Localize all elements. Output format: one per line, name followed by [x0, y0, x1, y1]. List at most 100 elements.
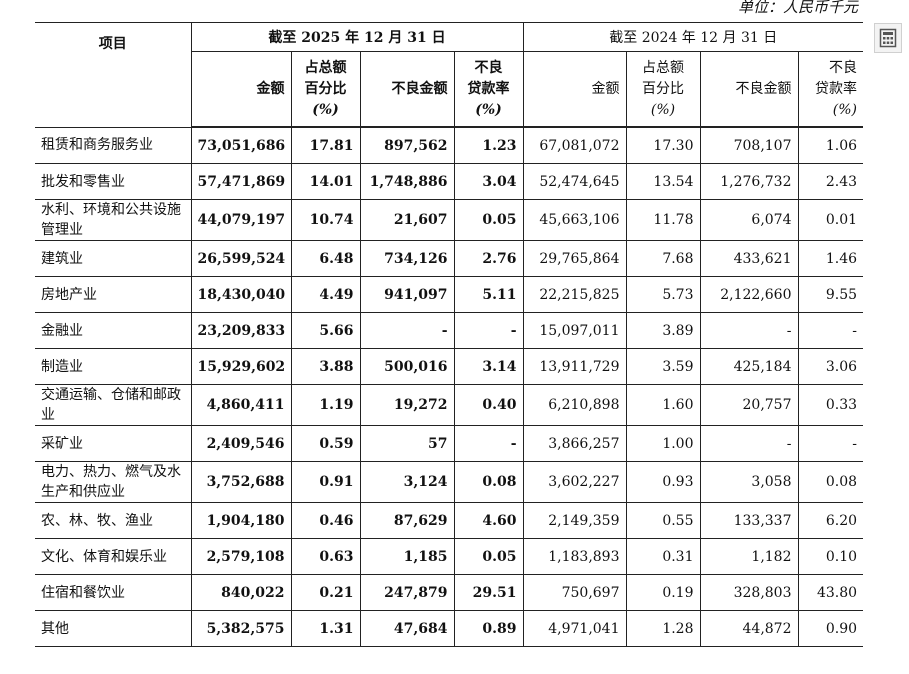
table-row: 制造业 15,929,602 3.88 500,016 3.14 13,911,729 3.… [35, 348, 864, 385]
header-pct-2024: 占总额 百分比 (%) [625, 51, 700, 128]
cell-r24: 9.55 [797, 276, 864, 313]
cell-r24: 0.01 [797, 199, 864, 241]
header-npl-amount-2025: 不良金额 [359, 51, 454, 128]
cell-r24: 1.46 [797, 240, 864, 277]
row-label: 水利、环境和公共设施管理业 [35, 199, 191, 241]
cell-p25: 3.88 [290, 348, 360, 385]
table-row: 其他 5,382,575 1.31 47,684 0.89 4,971,041 1.28 44… [35, 610, 864, 647]
cell-n24: 708,107 [699, 127, 798, 164]
table-row: 批发和零售业 57,471,869 14.01 1,748,886 3.04 52,474… [35, 163, 864, 200]
cell-r25: 0.89 [453, 610, 523, 647]
row-label: 房地产业 [35, 276, 191, 313]
row-label: 采矿业 [35, 425, 191, 462]
cell-p25: 5.66 [290, 312, 360, 349]
cell-p25: 1.19 [290, 384, 360, 426]
header-npl-amount-2024: 不良金额 [699, 51, 798, 128]
cell-p24: 0.31 [625, 538, 700, 575]
cell-a24: 13,911,729 [522, 348, 626, 385]
cell-n24: 133,337 [699, 502, 798, 539]
cell-n25: 1,748,886 [359, 163, 454, 200]
cell-p25: 6.48 [290, 240, 360, 277]
cell-r24: 0.08 [797, 461, 864, 503]
header-amount-2024: 金额 [522, 51, 626, 128]
cell-p24: 0.19 [625, 574, 700, 611]
cell-n24: 425,184 [699, 348, 798, 385]
table-row: 住宿和餐饮业 840,022 0.21 247,879 29.51 750,697 0.19… [35, 574, 864, 611]
cell-a24: 67,081,072 [522, 127, 626, 164]
header-amount-2025: 金额 [190, 51, 291, 128]
cell-n25: 734,126 [359, 240, 454, 277]
cell-n25: 47,684 [359, 610, 454, 647]
unit-label: 单位：人民币千元 [737, 0, 858, 16]
cell-p24: 11.78 [625, 199, 700, 241]
cell-a25: 840,022 [190, 574, 291, 611]
calculator-icon [879, 28, 897, 48]
cell-a24: 750,697 [522, 574, 626, 611]
cell-n24: 1,182 [699, 538, 798, 575]
cell-n24: 3,058 [699, 461, 798, 503]
cell-p24: 1.28 [625, 610, 700, 647]
cell-a25: 44,079,197 [190, 199, 291, 241]
cell-n25: 19,272 [359, 384, 454, 426]
loan-industry-table: 项目 截至 2025 年 12 月 31 日 截至 2024 年 12 月 31… [35, 22, 864, 647]
table-row: 农、林、牧、渔业 1,904,180 0.46 87,629 4.60 2,149,359… [35, 502, 864, 539]
header-pct-2025: 占总额 百分比 (%) [290, 51, 360, 128]
cell-a24: 3,866,257 [522, 425, 626, 462]
cell-r25: 29.51 [453, 574, 523, 611]
cell-p24: 3.59 [625, 348, 700, 385]
table-row: 文化、体育和娱乐业 2,579,108 0.63 1,185 0.05 1,183,893… [35, 538, 864, 575]
cell-r25: 0.08 [453, 461, 523, 503]
row-label: 制造业 [35, 348, 191, 385]
row-label: 住宿和餐饮业 [35, 574, 191, 611]
cell-r24: 3.06 [797, 348, 864, 385]
row-label: 文化、体育和娱乐业 [35, 538, 191, 575]
cell-n25: 57 [359, 425, 454, 462]
cell-a25: 4,860,411 [190, 384, 291, 426]
cell-p25: 0.21 [290, 574, 360, 611]
header-npl-rate-2025: 不良 贷款率 (%) [453, 51, 523, 128]
table-row: 交通运输、仓储和邮政业 4,860,411 1.19 19,272 0.40 6,210,… [35, 384, 864, 426]
cell-p25: 14.01 [290, 163, 360, 200]
cell-n24: 44,872 [699, 610, 798, 647]
cell-p25: 4.49 [290, 276, 360, 313]
cell-a25: 2,579,108 [190, 538, 291, 575]
header-period-2024: 截至 2024 年 12 月 31 日 [522, 22, 864, 52]
cell-a25: 1,904,180 [190, 502, 291, 539]
cell-n24: 6,074 [699, 199, 798, 241]
cell-r25: - [453, 425, 523, 462]
cell-a25: 5,382,575 [190, 610, 291, 647]
cell-a24: 6,210,898 [522, 384, 626, 426]
table-row: 水利、环境和公共设施管理业 44,079,197 10.74 21,607 0.05 45… [35, 199, 864, 241]
cell-a24: 4,971,041 [522, 610, 626, 647]
cell-n25: 1,185 [359, 538, 454, 575]
cell-r25: 3.04 [453, 163, 523, 200]
table-row: 建筑业 26,599,524 6.48 734,126 2.76 29,765,864 7.… [35, 240, 864, 277]
header-item: 项目 [35, 22, 191, 128]
cell-p25: 0.59 [290, 425, 360, 462]
cell-p25: 0.46 [290, 502, 360, 539]
row-label: 电力、热力、燃气及水生产和供应业 [35, 461, 191, 503]
cell-n24: 328,803 [699, 574, 798, 611]
cell-a25: 2,409,546 [190, 425, 291, 462]
cell-a25: 57,471,869 [190, 163, 291, 200]
cell-p24: 7.68 [625, 240, 700, 277]
cell-r24: 43.80 [797, 574, 864, 611]
side-tool-button[interactable] [874, 23, 902, 53]
cell-a25: 18,430,040 [190, 276, 291, 313]
cell-n24: - [699, 312, 798, 349]
cell-n25: 21,607 [359, 199, 454, 241]
cell-a24: 45,663,106 [522, 199, 626, 241]
cell-r25: 0.40 [453, 384, 523, 426]
table-row: 电力、热力、燃气及水生产和供应业 3,752,688 0.91 3,124 0.08 3,… [35, 461, 864, 503]
cell-n25: 247,879 [359, 574, 454, 611]
cell-p24: 1.60 [625, 384, 700, 426]
cell-a25: 23,209,833 [190, 312, 291, 349]
row-label: 批发和零售业 [35, 163, 191, 200]
cell-r25: 1.23 [453, 127, 523, 164]
header-npl-rate-2024: 不良 贷款率 (%) [797, 51, 864, 128]
cell-n25: - [359, 312, 454, 349]
row-label: 租赁和商务服务业 [35, 127, 191, 164]
cell-n24: - [699, 425, 798, 462]
cell-r25: 5.11 [453, 276, 523, 313]
cell-n24: 20,757 [699, 384, 798, 426]
